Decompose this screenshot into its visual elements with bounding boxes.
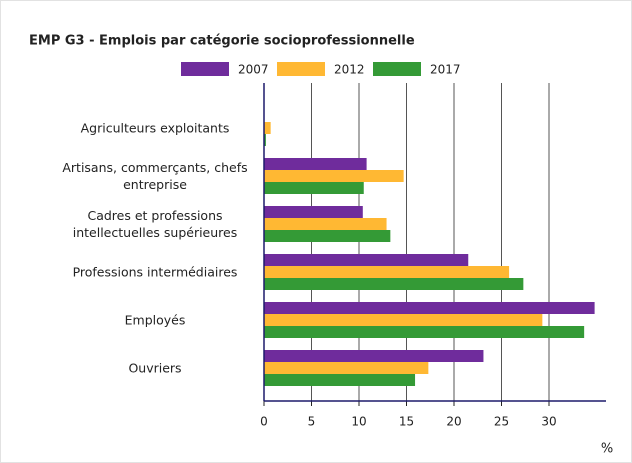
bar bbox=[264, 182, 364, 194]
x-tick-label: 0 bbox=[260, 415, 268, 429]
legend-swatch bbox=[181, 62, 229, 76]
bar bbox=[264, 266, 510, 278]
bar bbox=[264, 218, 387, 230]
x-tick-label: 20 bbox=[446, 415, 461, 429]
category-label: Agriculteurs exploitants bbox=[80, 120, 230, 136]
legend-swatch bbox=[373, 62, 421, 76]
x-tick-label: 10 bbox=[351, 415, 366, 429]
category-label: Ouvriers bbox=[128, 360, 182, 376]
bar bbox=[264, 122, 271, 134]
legend-label: 2012 bbox=[334, 63, 365, 77]
bar bbox=[264, 170, 404, 182]
legend-swatch bbox=[277, 62, 325, 76]
bar bbox=[264, 326, 585, 338]
category-label: Employés bbox=[124, 312, 186, 328]
category-label: Artisans, commerçants, chefs entreprise bbox=[62, 160, 248, 192]
x-tick-label: 15 bbox=[399, 415, 414, 429]
bar bbox=[264, 254, 469, 266]
x-tick-label: 5 bbox=[308, 415, 316, 429]
bar bbox=[264, 230, 391, 242]
category-label: Cadres et professions intellectuelles su… bbox=[72, 208, 238, 240]
bar bbox=[264, 206, 363, 218]
x-tick-label: 30 bbox=[541, 415, 556, 429]
bar bbox=[264, 362, 429, 374]
bar bbox=[264, 350, 484, 362]
bar bbox=[264, 134, 266, 146]
bar bbox=[264, 302, 595, 314]
bar bbox=[264, 278, 524, 290]
legend-label: 2007 bbox=[238, 63, 269, 77]
chart-title: EMP G3 - Emplois par catégorie socioprof… bbox=[29, 34, 415, 49]
x-tick-label: 25 bbox=[494, 415, 509, 429]
bar bbox=[264, 374, 416, 386]
legend-label: 2017 bbox=[430, 63, 461, 77]
bar bbox=[264, 314, 543, 326]
category-label: Professions intermédiaires bbox=[72, 264, 238, 280]
x-axis-label: % bbox=[601, 442, 613, 457]
bar bbox=[264, 158, 367, 170]
